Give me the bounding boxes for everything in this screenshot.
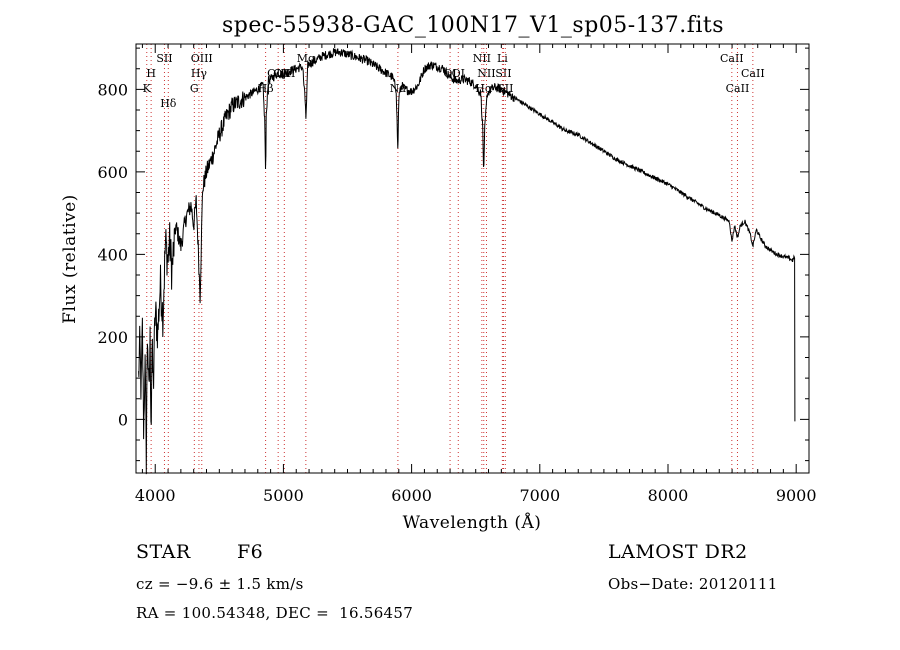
- marker-label-Li: Li: [497, 52, 508, 65]
- marker-label-OIII: OIII: [191, 52, 213, 65]
- y-axis: 0 200 400 600 800: [97, 47, 809, 462]
- plot-frame: [135, 43, 810, 474]
- marker-label-CaII: CaII: [741, 67, 765, 80]
- marker-label-Na: Na: [390, 82, 407, 95]
- marker-label-K: K: [143, 82, 152, 95]
- y-tick-label: 200: [97, 328, 128, 347]
- y-tick-label: 0: [118, 410, 128, 429]
- plot-area: [138, 48, 796, 475]
- marker-label-SII: SII: [495, 67, 511, 80]
- marker-label-SII: SII: [156, 52, 172, 65]
- y-tick-label: 800: [97, 80, 128, 99]
- spectrum-line: [138, 48, 796, 475]
- redshift-velocity: cz = −9.6 ± 1.5 km/s: [136, 575, 304, 593]
- y-tick-label: 600: [97, 163, 128, 182]
- observation-date: Obs−Date: 20120111: [608, 575, 778, 593]
- x-tick-label: 5000: [263, 486, 304, 505]
- marker-label-CaII: CaII: [726, 82, 750, 95]
- marker-label-NII: NII: [473, 52, 491, 65]
- y-tick-label: 400: [97, 245, 128, 264]
- survey-name: LAMOST DR2: [608, 541, 748, 563]
- marker-label-G: G: [190, 82, 199, 95]
- sky-coordinates: RA = 100.54348, DEC = 16.56457: [136, 604, 414, 622]
- marker-label-CaII: CaII: [720, 52, 744, 65]
- object-subclass: F6: [237, 541, 264, 563]
- marker-label-Hδ: Hδ: [160, 97, 177, 110]
- chart-title: spec-55938-GAC_100N17_V1_sp05-137.fits: [222, 13, 724, 38]
- x-tick-label: 7000: [519, 486, 560, 505]
- x-tick-label: 4000: [135, 486, 176, 505]
- x-tick-label: 9000: [776, 486, 817, 505]
- marker-label-H: H: [146, 67, 156, 80]
- x-axis-label: Wavelength (Å): [403, 512, 542, 533]
- x-axis: 4000 5000 6000 7000 8000 9000: [135, 44, 817, 505]
- x-tick-label: 8000: [648, 486, 689, 505]
- marker-label-NII: NII: [477, 67, 495, 80]
- object-class: STAR: [136, 541, 191, 563]
- y-axis-label: Flux (relative): [60, 194, 80, 324]
- marker-label-Hγ: Hγ: [191, 67, 208, 80]
- x-tick-label: 6000: [391, 486, 432, 505]
